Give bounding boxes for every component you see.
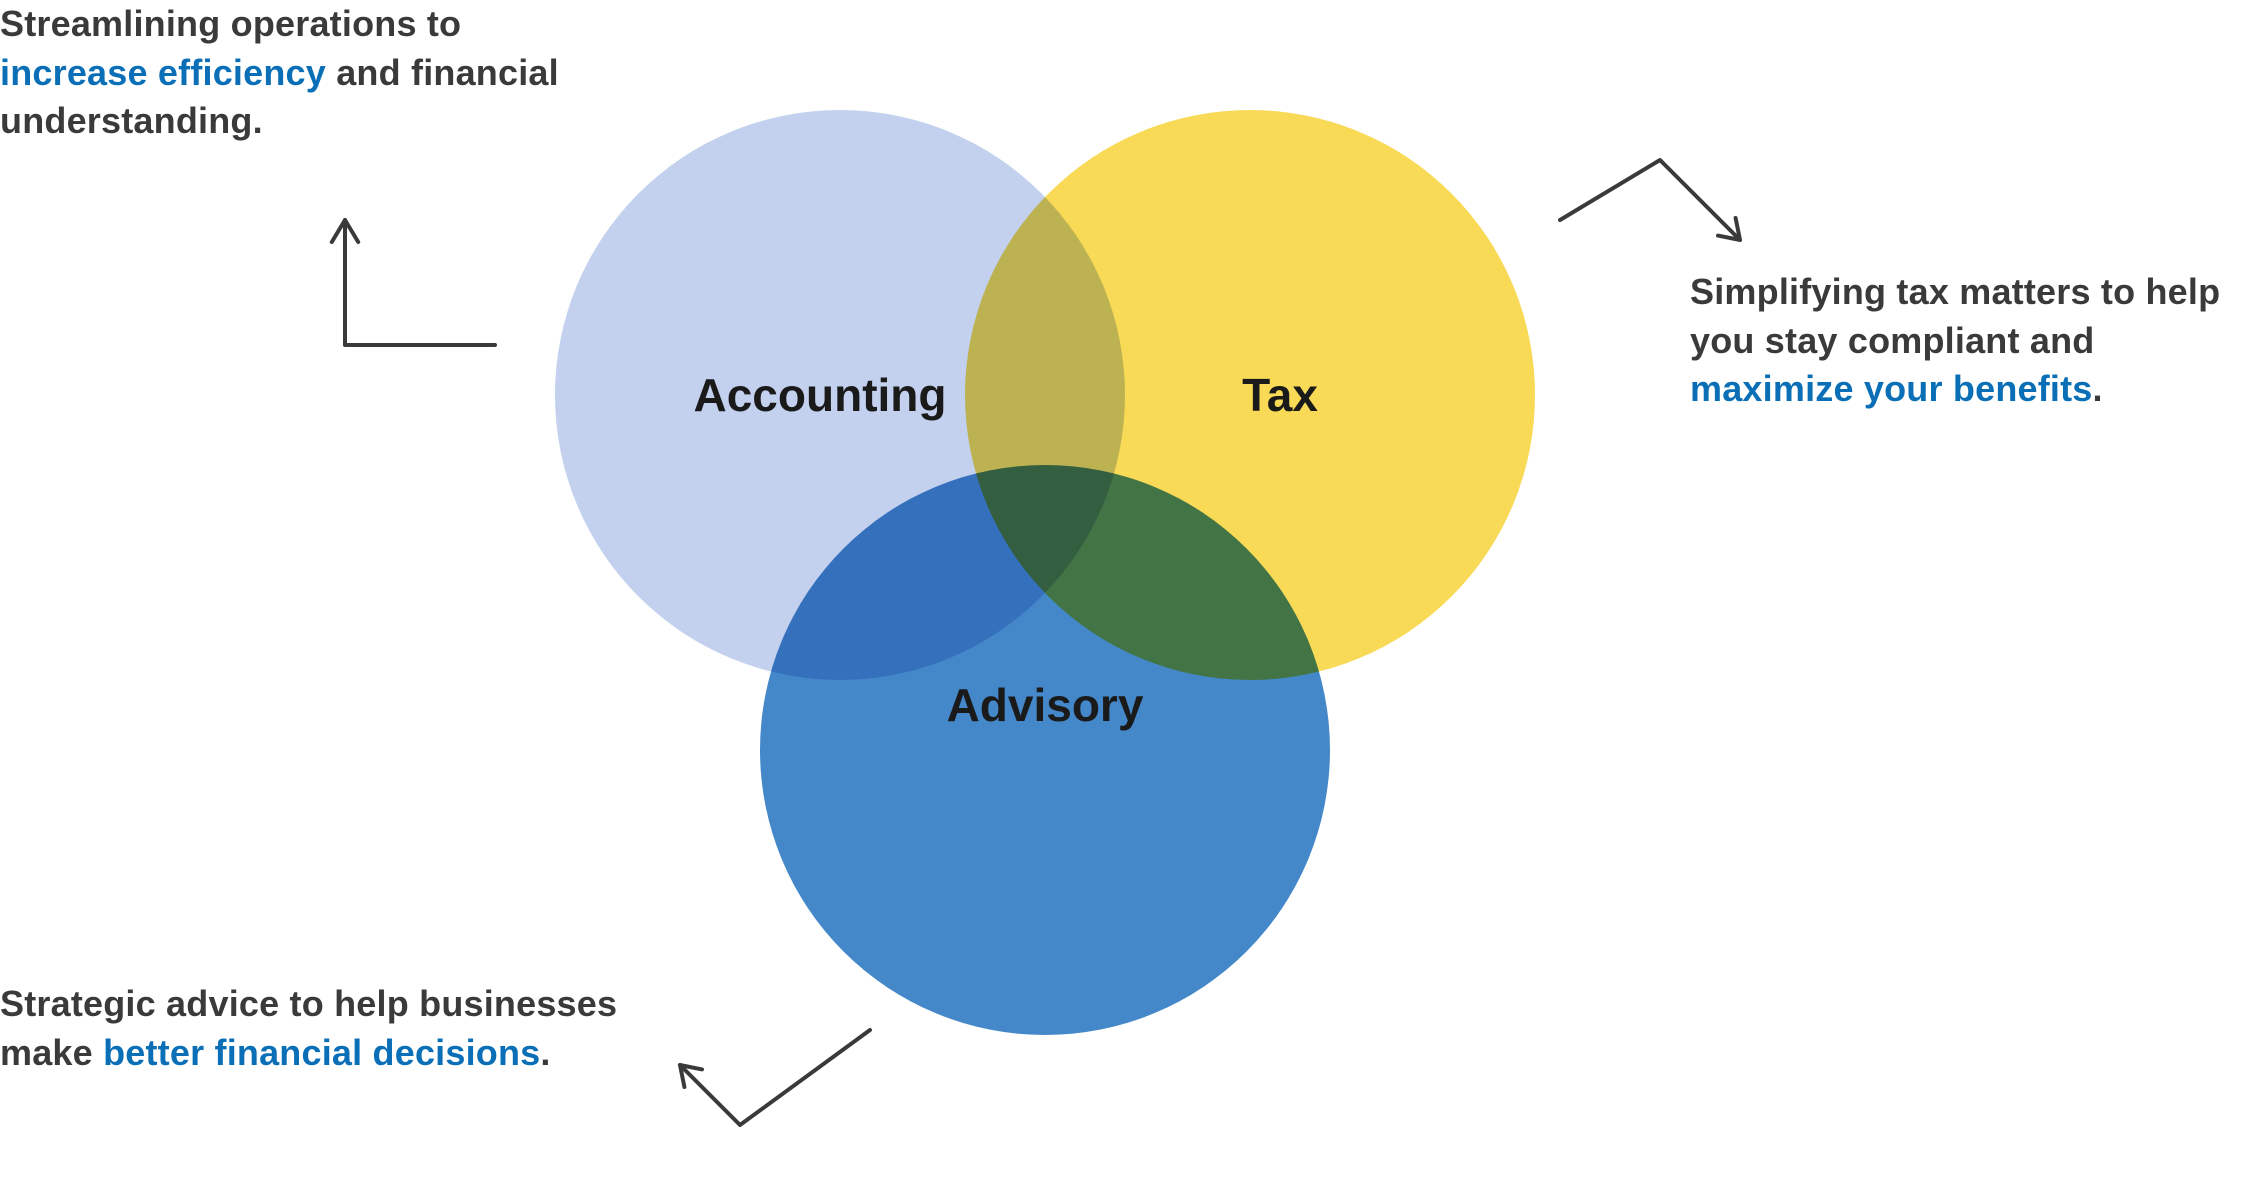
callout-tax-pre: Simplifying tax matters to help you stay… [1690,271,2220,361]
callout-tax-highlight: maximize your benefits [1690,368,2093,409]
venn-diagram-stage: Accounting Tax Advisory Streamlining ope… [0,0,2249,1181]
callout-advisory: Strategic advice to help businesses make… [0,980,720,1077]
callout-advisory-post: . [540,1032,550,1073]
callout-accounting-highlight: increase efficiency [0,52,326,93]
callout-accounting: Streamlining operations to increase effi… [0,0,600,146]
callout-accounting-pre: Streamlining operations to [0,3,461,44]
callout-advisory-highlight: better financial decisions [103,1032,540,1073]
callout-tax: Simplifying tax matters to help you stay… [1690,268,2249,414]
callout-tax-post: . [2093,368,2103,409]
